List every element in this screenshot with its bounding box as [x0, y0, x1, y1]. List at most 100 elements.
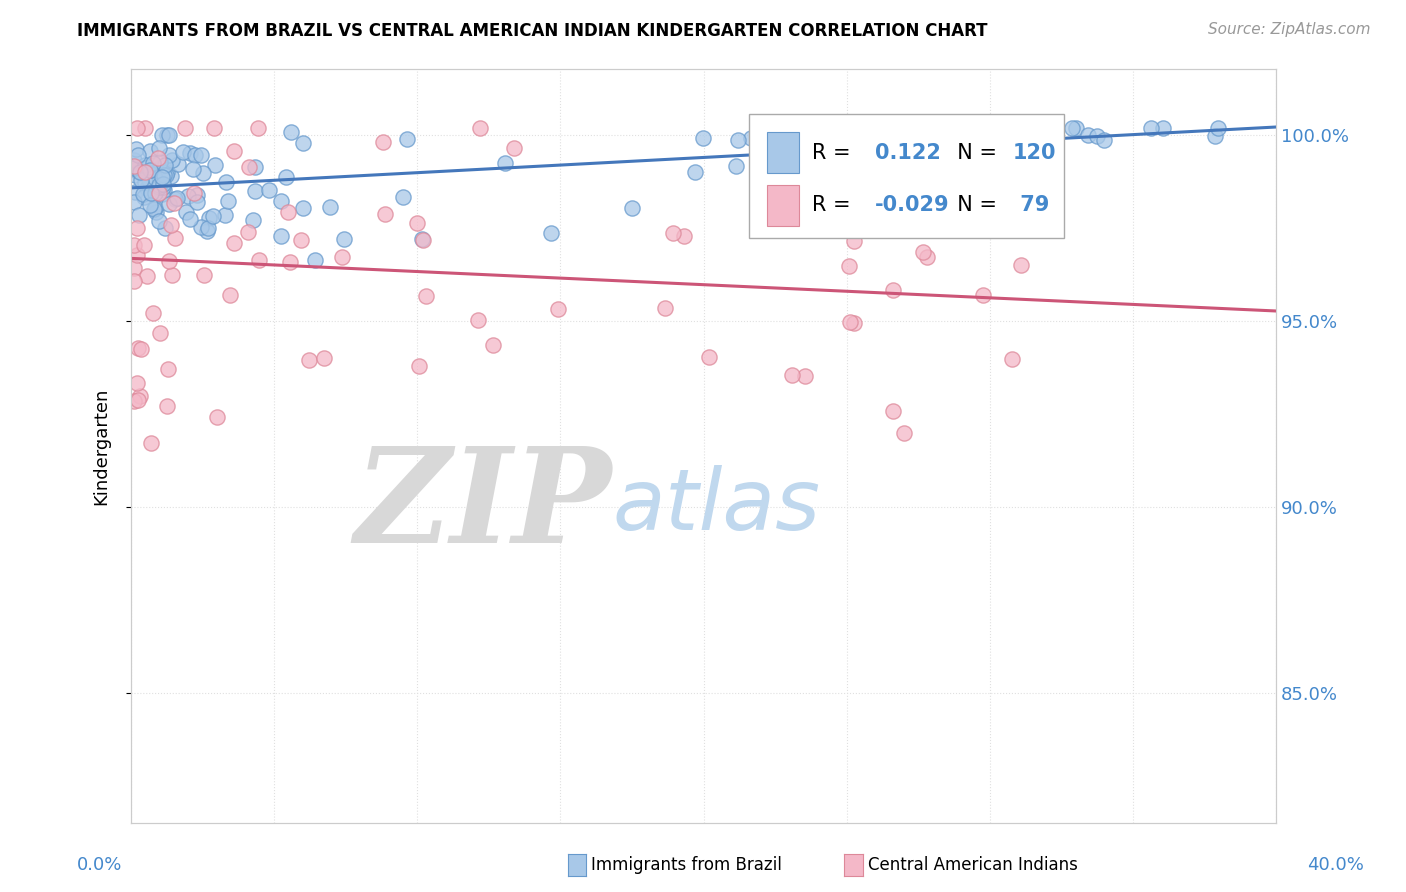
- Point: [280, 125, 302, 139]
- Point: [215, 176, 238, 190]
- Point: [148, 141, 170, 155]
- Point: [150, 128, 173, 142]
- Point: [136, 180, 159, 194]
- Point: [243, 184, 266, 198]
- Point: [1025, 127, 1047, 141]
- Point: [138, 163, 160, 178]
- Point: [181, 162, 204, 177]
- Point: [127, 121, 149, 136]
- Text: Source: ZipAtlas.com: Source: ZipAtlas.com: [1208, 22, 1371, 37]
- Point: [155, 168, 177, 182]
- Point: [142, 202, 165, 217]
- Point: [406, 215, 429, 229]
- Point: [740, 131, 762, 145]
- Point: [166, 191, 188, 205]
- Point: [153, 220, 176, 235]
- Point: [863, 128, 886, 143]
- Point: [1152, 121, 1174, 136]
- Point: [662, 226, 685, 240]
- Point: [160, 169, 183, 183]
- Point: [149, 326, 172, 341]
- Point: [924, 127, 946, 141]
- Point: [167, 156, 190, 170]
- Point: [415, 288, 437, 302]
- Point: [911, 244, 934, 259]
- Text: R =: R =: [813, 143, 858, 162]
- Point: [219, 287, 242, 301]
- Point: [159, 197, 181, 211]
- Point: [1085, 129, 1108, 144]
- Point: [143, 201, 166, 215]
- Point: [202, 121, 225, 136]
- Point: [290, 234, 312, 248]
- Point: [257, 183, 280, 197]
- Point: [122, 274, 145, 288]
- Point: [174, 121, 197, 136]
- Point: [494, 156, 516, 170]
- Point: [128, 208, 150, 222]
- Point: [148, 213, 170, 227]
- Point: [198, 211, 221, 225]
- Point: [134, 165, 156, 179]
- Point: [148, 178, 170, 193]
- Point: [150, 169, 173, 184]
- Point: [217, 194, 239, 209]
- Point: [122, 238, 145, 252]
- Point: [129, 165, 152, 179]
- Point: [842, 316, 865, 330]
- Point: [124, 162, 146, 177]
- Point: [139, 144, 162, 158]
- Point: [142, 155, 165, 169]
- FancyBboxPatch shape: [749, 114, 1064, 238]
- Point: [540, 226, 562, 240]
- Point: [122, 261, 145, 276]
- Point: [332, 232, 354, 246]
- Point: [139, 197, 162, 211]
- Point: [842, 234, 865, 248]
- Text: N =: N =: [943, 143, 1004, 162]
- Point: [125, 376, 148, 391]
- Point: [222, 236, 245, 251]
- Point: [277, 205, 299, 219]
- Point: [152, 182, 174, 196]
- Point: [125, 220, 148, 235]
- Text: -0.029: -0.029: [876, 195, 950, 215]
- Point: [330, 250, 353, 264]
- Point: [141, 186, 163, 200]
- Point: [149, 161, 172, 175]
- Point: [183, 186, 205, 200]
- Point: [148, 186, 170, 201]
- Point: [319, 200, 342, 214]
- Point: [391, 189, 413, 203]
- Point: [214, 208, 236, 222]
- Point: [699, 350, 721, 364]
- Point: [179, 212, 201, 227]
- Text: 79: 79: [1012, 195, 1049, 215]
- Point: [1001, 352, 1024, 367]
- Text: 120: 120: [1012, 143, 1056, 162]
- Point: [157, 253, 180, 268]
- Point: [1010, 258, 1032, 272]
- Text: 0.0%: 0.0%: [77, 856, 122, 874]
- Point: [163, 195, 186, 210]
- Point: [156, 128, 179, 143]
- Point: [482, 338, 505, 352]
- Text: R =: R =: [813, 195, 858, 215]
- Point: [142, 306, 165, 320]
- Text: ZIP: ZIP: [354, 442, 612, 571]
- Point: [893, 216, 915, 230]
- Point: [893, 425, 915, 440]
- Point: [127, 148, 149, 162]
- Point: [138, 172, 160, 186]
- Point: [155, 159, 177, 173]
- Point: [204, 158, 226, 172]
- Point: [157, 362, 180, 376]
- Point: [468, 121, 491, 136]
- Point: [129, 388, 152, 402]
- Point: [143, 170, 166, 185]
- Point: [291, 136, 314, 150]
- Point: [141, 436, 163, 450]
- Point: [1064, 121, 1087, 136]
- Point: [160, 153, 183, 167]
- Point: [150, 186, 173, 201]
